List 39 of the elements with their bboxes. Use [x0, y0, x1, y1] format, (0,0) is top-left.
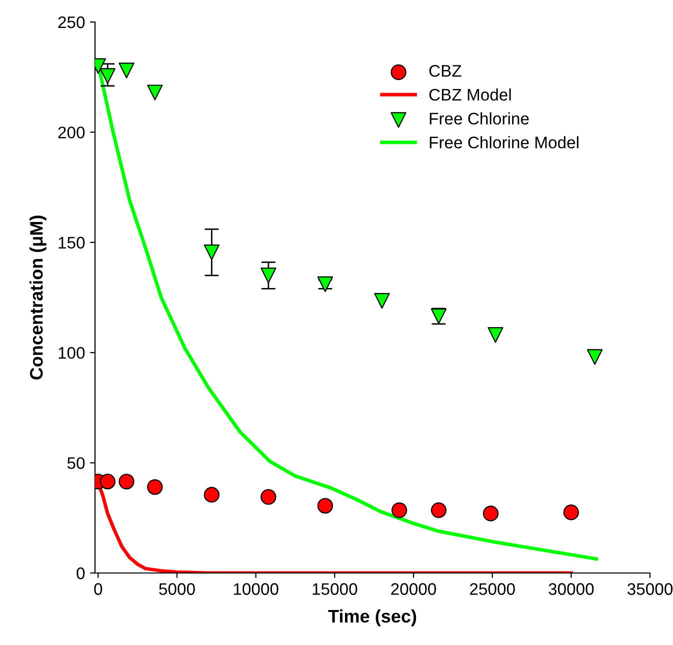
point — [586, 349, 603, 365]
x-tick-label: 5000 — [159, 583, 195, 595]
point — [147, 479, 163, 495]
legend-label: Free Chlorine Model — [430, 136, 578, 148]
point — [482, 506, 499, 522]
x-tick-label: 25000 — [470, 583, 515, 595]
legend-label: Free Chlorine — [430, 112, 529, 125]
point — [147, 84, 163, 100]
point — [260, 489, 276, 505]
point — [260, 268, 276, 284]
point — [391, 502, 408, 518]
y-tick-label: 0 — [76, 567, 85, 580]
y-tick-label: 150 — [58, 236, 85, 249]
legend-label: CBZ — [429, 64, 462, 77]
point — [118, 474, 134, 490]
point — [374, 292, 390, 309]
y-tick-label: 100 — [58, 347, 85, 359]
point — [317, 498, 334, 514]
point — [488, 327, 504, 343]
x-tick-label: 10000 — [234, 583, 278, 595]
point — [204, 244, 220, 260]
x-tick-label: 35000 — [627, 583, 673, 595]
legend-label: CBZ Model — [429, 88, 511, 101]
point — [100, 474, 116, 490]
y-tick-label: 250 — [58, 16, 85, 28]
x-tick-label: 30000 — [548, 583, 594, 595]
point — [204, 486, 220, 503]
x-tick-label: 0 — [94, 583, 102, 595]
x-axis-title: Time (sec) — [328, 609, 416, 626]
point — [563, 504, 580, 520]
x-tick-label: 20000 — [391, 583, 436, 595]
point — [118, 62, 134, 78]
point — [317, 276, 334, 292]
y-tick-label: 50 — [67, 457, 85, 470]
y-tick-label: 200 — [58, 126, 85, 138]
x-tick-label: 15000 — [312, 583, 358, 595]
point — [100, 68, 116, 84]
y-axis-title: Concentration (μM) — [30, 216, 46, 380]
point — [430, 502, 447, 518]
